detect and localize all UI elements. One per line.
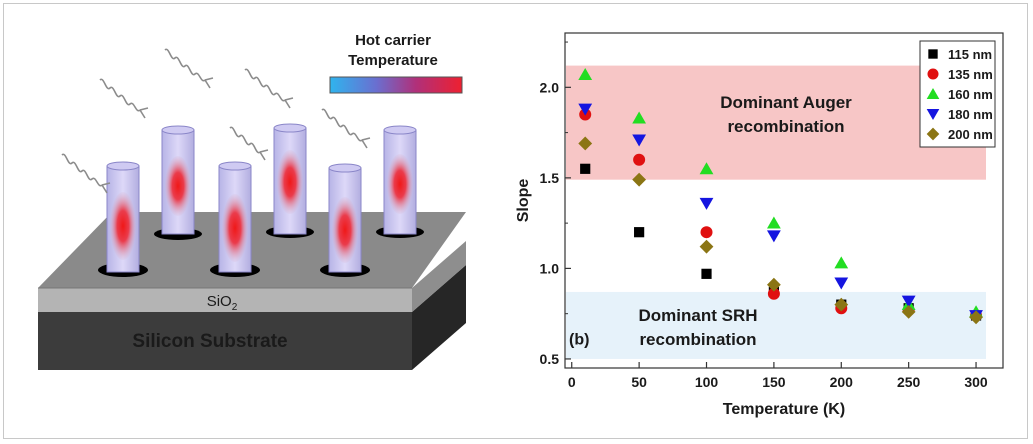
axis-ticks: 0 50 100 150 200 250 300 0.5 1.0 1.5 2.0 xyxy=(540,41,988,390)
x-tick-label: 300 xyxy=(964,374,988,390)
legend-entry: 180 nm xyxy=(948,107,993,122)
data-point xyxy=(580,163,591,174)
plot-frame xyxy=(564,32,1004,369)
data-point xyxy=(632,134,647,147)
y-tick-label: 2.0 xyxy=(540,79,560,95)
x-tick-label: 0 xyxy=(568,374,576,390)
y-axis-label: Slope xyxy=(515,179,532,223)
nanowire xyxy=(106,161,140,273)
nanowire xyxy=(161,125,195,235)
data-point xyxy=(701,268,712,279)
colorbar-title-line2: Temperature xyxy=(348,52,438,69)
data-point xyxy=(578,103,593,116)
substrate-front-face xyxy=(38,312,412,370)
region-label: recombination xyxy=(639,330,756,349)
substrate-side-face xyxy=(412,265,466,370)
x-tick-label: 150 xyxy=(762,374,786,390)
data-points xyxy=(578,68,983,325)
data-point xyxy=(699,197,714,210)
substrate-label: Silicon Substrate xyxy=(132,331,287,352)
data-point xyxy=(632,111,647,124)
region-label: Dominant Auger xyxy=(720,93,852,112)
photon-arrow-icon xyxy=(61,48,371,194)
data-point xyxy=(700,226,713,239)
data-point xyxy=(901,304,916,319)
slope-chart: Dominant Auger recombination Dominant SRH r… xyxy=(515,32,1004,418)
data-point xyxy=(633,153,646,166)
data-point xyxy=(766,277,781,292)
y-tick-label: 0.5 xyxy=(540,351,560,367)
data-point xyxy=(634,227,645,238)
data-point xyxy=(766,216,781,229)
colorbar-title-line1: Hot carrier xyxy=(355,32,431,49)
legend-marker xyxy=(926,127,940,141)
x-tick-label: 50 xyxy=(631,374,647,390)
region-label: Dominant SRH xyxy=(639,306,758,325)
legend-entry: 160 nm xyxy=(948,87,993,102)
legend-entry: 135 nm xyxy=(948,67,993,82)
oxide-layer-label: SiO2 xyxy=(207,293,238,313)
legend-entry: 115 nm xyxy=(948,47,992,62)
legend-entry: 200 nm xyxy=(948,127,993,142)
y-tick-label: 1.5 xyxy=(540,170,560,186)
region-label: recombination xyxy=(727,117,844,136)
nanowire xyxy=(273,123,307,235)
data-point xyxy=(834,256,849,269)
data-point xyxy=(699,239,714,254)
data-point xyxy=(578,136,593,151)
nanowire xyxy=(218,161,252,273)
legend: 115 nm 135 nm 160 nm 180 nm 200 nm xyxy=(919,40,996,148)
legend-marker xyxy=(928,49,938,59)
data-point xyxy=(834,277,849,290)
x-tick-label: 200 xyxy=(830,374,854,390)
oxide-side-face xyxy=(412,241,466,312)
region-labels: Dominant Auger recombination Dominant SRH r… xyxy=(639,93,853,349)
y-tick-label: 1.0 xyxy=(540,260,560,276)
panel-label: (b) xyxy=(569,331,589,348)
legend-marker xyxy=(926,109,940,121)
data-point xyxy=(699,162,714,175)
data-point xyxy=(632,172,647,187)
colorbar xyxy=(329,76,463,94)
data-point xyxy=(969,310,983,325)
oxide-front-face xyxy=(38,288,412,312)
region-band xyxy=(566,291,986,359)
data-point xyxy=(578,68,593,81)
x-tick-label: 250 xyxy=(897,374,921,390)
data-point xyxy=(834,297,849,312)
data-point xyxy=(767,287,780,300)
legend-marker xyxy=(927,68,939,80)
legend-marker xyxy=(926,87,940,99)
nanowire xyxy=(383,125,417,235)
nanowire-schematic: SiO2 Silicon Substrate xyxy=(38,32,466,370)
data-point xyxy=(901,295,916,308)
data-point xyxy=(766,230,781,243)
nanowire xyxy=(328,163,362,273)
x-axis-label: Temperature (K) xyxy=(723,401,845,418)
x-tick-label: 100 xyxy=(695,374,719,390)
